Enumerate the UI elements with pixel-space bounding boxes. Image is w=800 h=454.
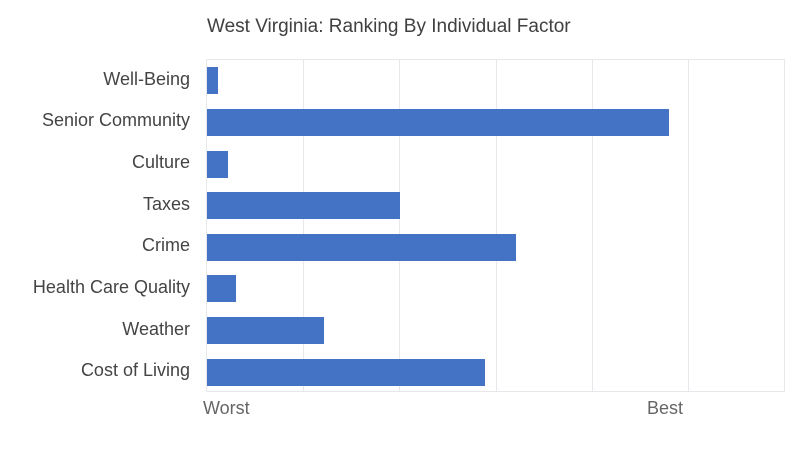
category-label-culture: Culture xyxy=(131,152,190,173)
category-label-cost-of-living: Cost of Living xyxy=(80,360,190,381)
x-axis-label-best: Best xyxy=(646,398,684,418)
gridline xyxy=(303,60,305,391)
bar-cost-of-living xyxy=(207,358,486,386)
bar-culture xyxy=(207,150,228,178)
gridline xyxy=(495,60,497,391)
bar-well-being xyxy=(207,67,218,95)
x-axis-label-worst: Worst xyxy=(203,398,250,418)
plot-area xyxy=(206,59,785,392)
category-label-senior-community: Senior Community xyxy=(41,110,190,131)
category-axis: Well-Being Senior Community Culture Taxes Cr… xyxy=(0,59,190,392)
chart-title: West Virginia: Ranking By Individual Fac… xyxy=(207,16,571,37)
category-label-health-care-quality: Health Care Quality xyxy=(32,276,190,297)
bar-weather xyxy=(207,317,324,345)
bar-taxes xyxy=(207,192,401,220)
bar-crime xyxy=(207,233,516,261)
gridline xyxy=(399,60,401,391)
category-label-crime: Crime xyxy=(142,235,190,256)
category-label-taxes: Taxes xyxy=(142,193,190,214)
category-label-weather: Weather xyxy=(122,318,190,339)
gridline xyxy=(687,60,689,391)
gridline xyxy=(591,60,593,391)
bar-senior-community xyxy=(207,108,670,136)
category-label-well-being: Well-Being xyxy=(103,68,190,89)
bar-health-care-quality xyxy=(207,275,236,303)
